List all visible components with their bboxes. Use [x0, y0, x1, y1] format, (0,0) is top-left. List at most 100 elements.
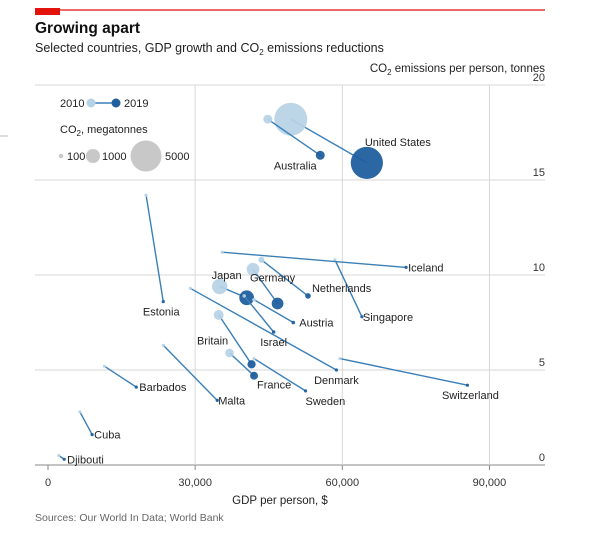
trajectory-sweden: [253, 358, 306, 392]
trajectory-britain: [218, 314, 253, 365]
point-2010-barbados: [102, 364, 107, 368]
y-tick-label: 10: [533, 262, 545, 274]
legend-year-start: 2010: [60, 98, 84, 110]
point-2010-france: [225, 348, 234, 358]
point-2010-netherlands: [258, 256, 265, 263]
trajectory-iceland: [222, 251, 407, 269]
label-austria: Austria: [299, 318, 334, 330]
trajectory-denmark: [189, 287, 337, 371]
accent-bar: [35, 8, 60, 15]
legend-size-5000: [130, 140, 162, 172]
point-2019-switzerland: [465, 383, 469, 387]
point-2010-iceland: [220, 250, 224, 254]
y-axis-label: CO2 emissions per person, tonnes: [370, 63, 545, 77]
trajectory-israel: [243, 295, 275, 333]
y-tick-label: 20: [533, 72, 545, 84]
label-djibouti: Djibouti: [67, 454, 104, 466]
source-note: Sources: Our World In Data; World Bank: [35, 512, 224, 524]
trajectory-germany: [252, 268, 279, 304]
legend-dot-2010: [86, 98, 96, 108]
trajectory-australia: [267, 118, 321, 156]
trajectory-netherlands: [260, 259, 309, 297]
y-tick-label: 15: [533, 167, 545, 179]
point-2010-sweden: [252, 357, 256, 361]
label-cuba: Cuba: [94, 430, 121, 442]
label-germany: Germany: [250, 273, 296, 285]
point-2019-estonia: [161, 300, 165, 304]
label-estonia: Estonia: [143, 307, 181, 319]
point-2019-djibouti: [62, 457, 66, 461]
x-tick-label: 90,000: [473, 477, 507, 489]
chart-subtitle: Selected countries, GDP growth and CO2 e…: [35, 41, 384, 57]
x-axis-label: GDP per person, $: [232, 495, 328, 507]
point-2019-germany: [271, 297, 284, 310]
country-series: [57, 102, 469, 461]
label-israel: Israel: [260, 337, 287, 349]
legend-size-5000-label: 5000: [165, 151, 189, 163]
point-2010-germany: [246, 262, 260, 276]
point-2010-australia: [263, 114, 273, 124]
point-2019-iceland: [404, 265, 408, 269]
point-2019-united-states: [350, 146, 383, 179]
trajectory-singapore: [334, 259, 363, 318]
point-2010-djibouti: [57, 453, 61, 458]
label-sweden: Sweden: [306, 396, 346, 408]
label-france: France: [257, 380, 291, 392]
trajectory-switzerland: [339, 357, 468, 386]
point-2010-singapore: [333, 258, 337, 262]
point-2019-netherlands: [305, 293, 311, 299]
y-axis-ticks: 0 5 10 15 20: [533, 72, 545, 464]
trajectory-malta: [162, 344, 218, 401]
trajectory-austria: [253, 299, 294, 324]
x-axis-ticks: 0 30,000 60,000 90,000: [45, 477, 506, 489]
label-japan: Japan: [212, 270, 242, 282]
label-malta: Malta: [218, 395, 246, 407]
label-singapore: Singapore: [363, 312, 413, 324]
legend-dot-2019: [111, 98, 121, 108]
point-2019-sweden: [303, 389, 308, 393]
point-2010-denmark: [188, 286, 192, 290]
point-2019-cuba: [90, 433, 94, 437]
trajectory-estonia: [145, 195, 164, 302]
label-iceland: Iceland: [408, 262, 443, 274]
label-denmark: Denmark: [314, 375, 359, 387]
x-tick-label: 0: [45, 477, 51, 489]
chart-title: Growing apart: [35, 20, 140, 37]
trajectory-france: [229, 352, 255, 377]
country-labels: United States Australia Iceland Estonia Germ…: [67, 137, 499, 466]
y-tick-label: 5: [539, 357, 545, 369]
point-2010-austria: [252, 297, 256, 302]
legend-size-100-label: 100: [67, 151, 85, 163]
point-2019-france: [250, 371, 258, 380]
trajectory-barbados: [104, 365, 137, 388]
point-2019-singapore: [360, 315, 364, 319]
label-australia: Australia: [274, 160, 318, 172]
label-britain: Britain: [197, 335, 228, 347]
point-2019-israel: [271, 330, 276, 334]
point-2019-austria: [291, 320, 296, 325]
legend-size-1000: [86, 149, 100, 163]
label-switzerland: Switzerland: [442, 390, 499, 402]
point-2010-britain: [213, 309, 224, 320]
y-tick-label: 0: [539, 452, 545, 464]
legend-size-100: [58, 153, 64, 159]
legend-year-end: 2019: [124, 98, 148, 110]
label-barbados: Barbados: [139, 382, 187, 394]
legend-size-1000-label: 1000: [102, 151, 126, 163]
point-2019-japan: [239, 290, 255, 306]
point-2019-malta: [215, 398, 219, 402]
point-2010-cuba: [78, 410, 82, 414]
point-2010-estonia: [144, 193, 148, 197]
point-2019-australia: [315, 150, 325, 160]
point-2010-israel: [242, 294, 247, 298]
x-tick-label: 30,000: [178, 477, 212, 489]
point-2019-barbados: [134, 385, 138, 389]
point-2019-denmark: [334, 368, 339, 372]
point-2019-britain: [247, 360, 256, 369]
trajectory-cuba: [79, 411, 93, 435]
legend-size-title: CO2, megatonnes: [60, 124, 148, 138]
point-2010-united-states: [274, 102, 308, 136]
label-united-states: United States: [365, 137, 432, 149]
legend: 2010 2019 CO2, megatonnes 100 1000 5000: [58, 98, 189, 172]
